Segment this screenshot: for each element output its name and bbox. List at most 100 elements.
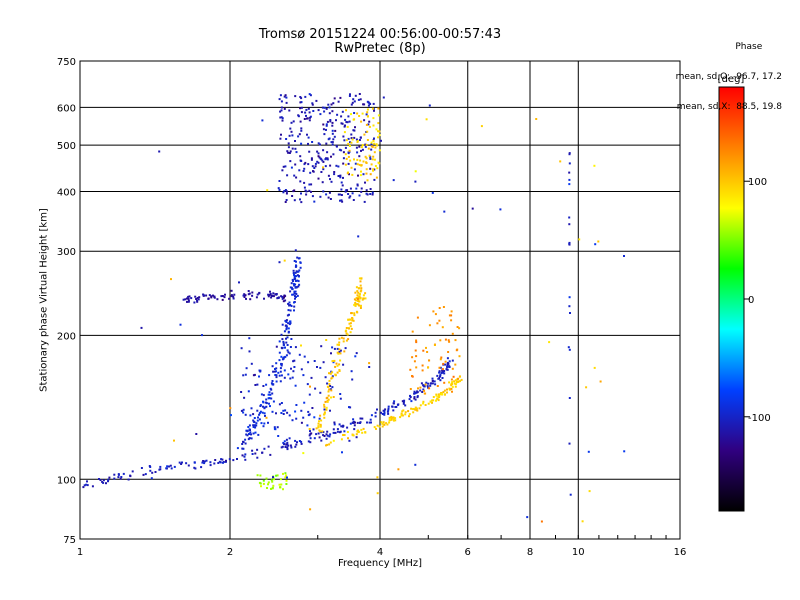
scatter-point: [322, 166, 324, 169]
scatter-point: [367, 115, 369, 118]
data-points: [82, 93, 626, 523]
scatter-point: [356, 151, 359, 154]
scatter-point: [319, 414, 322, 417]
colorbar-label: [deg]: [718, 74, 745, 85]
scatter-point: [342, 363, 345, 366]
scatter-point: [344, 118, 347, 121]
scatter-point: [568, 305, 571, 308]
scatter-point: [272, 383, 275, 386]
scatter-point: [318, 429, 321, 432]
scatter-point: [285, 341, 288, 344]
scatter-point: [456, 348, 459, 351]
scatter-point: [319, 425, 322, 428]
scatter-point: [378, 130, 381, 133]
scatter-point: [325, 406, 328, 409]
scatter-point: [325, 433, 328, 436]
scatter-point: [308, 434, 311, 437]
phase-stats: Phase mean, sd,O: -96.7, 17.2 mean, sd,X…: [676, 22, 782, 122]
scatter-point: [361, 417, 364, 420]
scatter-point: [154, 471, 157, 473]
scatter-point: [308, 119, 311, 122]
scatter-point: [254, 426, 257, 429]
scatter-point: [119, 477, 122, 480]
scatter-point: [282, 413, 285, 415]
scatter-point: [259, 370, 262, 373]
scatter-point: [303, 181, 306, 184]
scatter-point: [359, 159, 362, 162]
scatter-point: [291, 147, 294, 150]
scatter-point: [339, 393, 342, 395]
scatter-point: [336, 371, 339, 374]
scatter-point: [354, 302, 357, 304]
scatter-point: [181, 461, 183, 464]
scatter-point: [345, 109, 347, 112]
scatter-point: [357, 287, 360, 290]
scatter-point: [186, 297, 188, 300]
scatter-point: [424, 404, 427, 406]
scatter-point: [453, 380, 456, 383]
scatter-point: [285, 101, 288, 104]
scatter-point: [373, 142, 376, 145]
scatter-point: [329, 120, 332, 123]
scatter-point: [323, 403, 326, 406]
scatter-point: [294, 290, 297, 293]
scatter-point: [317, 109, 320, 112]
scatter-point: [450, 310, 453, 313]
scatter-point: [285, 321, 288, 323]
scatter-point: [258, 413, 261, 416]
scatter-point: [242, 408, 245, 411]
scatter-point: [318, 436, 321, 439]
scatter-point: [248, 292, 251, 295]
scatter-point: [451, 367, 454, 370]
scatter-point: [271, 294, 274, 297]
scatter-point: [354, 303, 357, 306]
scatter-point: [348, 439, 351, 442]
scatter-point: [274, 368, 276, 370]
scatter-point: [568, 296, 571, 299]
scatter-point: [353, 314, 356, 317]
scatter-point: [448, 360, 451, 363]
scatter-point: [180, 463, 183, 465]
scatter-point: [358, 277, 361, 280]
scatter-point: [278, 261, 281, 264]
scatter-point: [340, 122, 343, 125]
scatter-point: [431, 380, 434, 382]
scatter-point: [313, 167, 316, 169]
scatter-point: [260, 422, 263, 425]
scatter-point: [342, 176, 344, 179]
scatter-point: [253, 421, 256, 424]
scatter-point: [363, 103, 366, 106]
scatter-point: [289, 322, 292, 325]
scatter-point: [294, 384, 297, 387]
scatter-point: [383, 412, 386, 414]
scatter-point: [373, 178, 376, 181]
scatter-point: [256, 383, 259, 386]
scatter-point: [451, 385, 454, 388]
scatter-point: [319, 113, 322, 116]
scatter-point: [288, 109, 291, 112]
scatter-point: [120, 476, 123, 478]
scatter-point: [342, 157, 345, 160]
scatter-point: [347, 318, 350, 321]
scatter-point: [173, 465, 176, 468]
scatter-point: [339, 359, 342, 362]
scatter-point: [360, 146, 363, 149]
scatter-point: [270, 487, 272, 490]
scatter-point: [296, 270, 299, 273]
scatter-point: [284, 94, 287, 97]
scatter-point: [357, 296, 360, 299]
scatter-point: [203, 294, 205, 297]
scatter-point: [346, 333, 349, 336]
scatter-point: [323, 133, 326, 136]
scatter-point: [344, 163, 347, 166]
x-tick-label: 2: [227, 547, 233, 558]
scatter-point: [308, 393, 311, 396]
scatter-point: [569, 493, 572, 496]
scatter-point: [568, 397, 571, 399]
scatter-point: [421, 391, 424, 393]
scatter-point: [293, 278, 296, 281]
scatter-point: [281, 445, 284, 448]
scatter-point: [278, 180, 281, 182]
scatter-point: [428, 359, 431, 362]
scatter-point: [333, 135, 336, 138]
